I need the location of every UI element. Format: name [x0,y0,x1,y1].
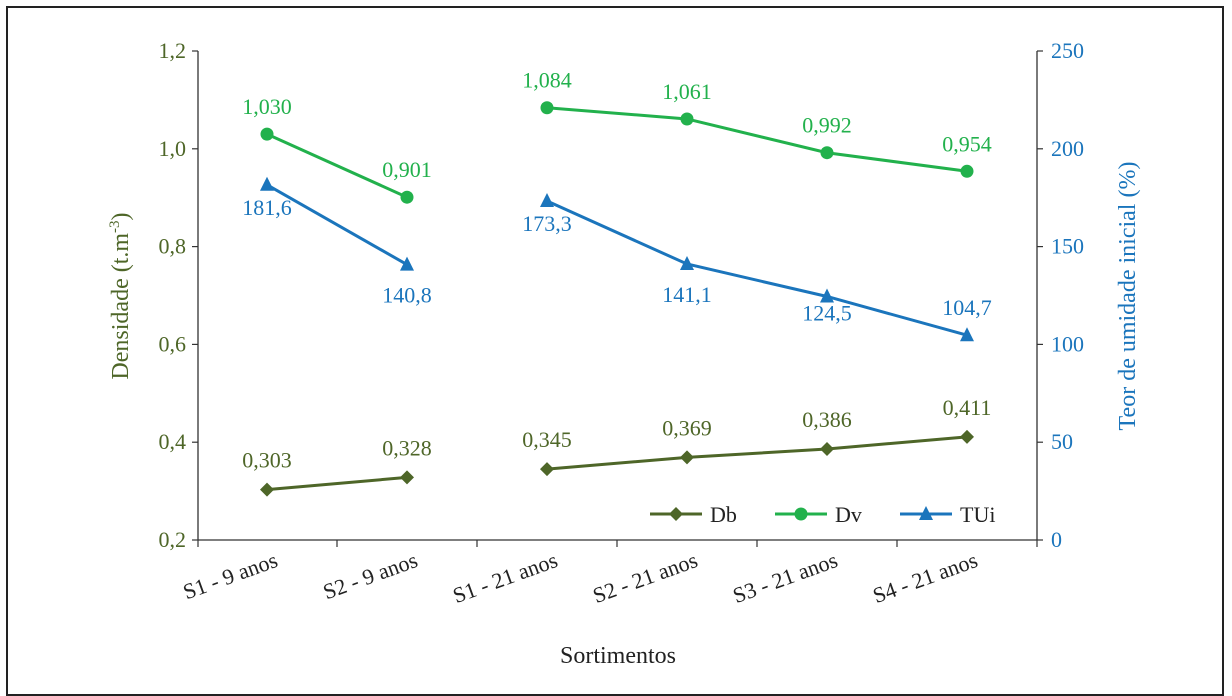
series-tui-point [680,256,694,271]
x-tick-label: S1 - 21 anos [449,547,560,608]
right-tick-label: 100 [1051,331,1084,356]
left-axis-title: Densidade (t.m-3) [107,212,134,379]
series-dv-data-label: 0,901 [382,157,432,182]
series-db-data-label: 0,328 [382,435,432,460]
series-dv-data-label: 0,954 [942,131,992,156]
series-dv-data-label: 1,084 [522,68,572,93]
series-tui-point [820,288,834,303]
series-dv-point [260,127,274,141]
left-tick-label: 0,6 [159,331,187,356]
series-group [260,101,974,497]
legend-db-label: Db [710,502,737,527]
legend-tui-label: TUi [960,502,995,527]
series-tui-data-label: 140,8 [382,283,432,308]
series-tui-point [400,256,414,271]
series-db-point [680,450,694,465]
series-dv-line [546,106,968,173]
series-tui-line [266,183,408,266]
series-tui-point [540,193,554,208]
series-db-point [260,482,274,497]
series-db-line [266,475,408,492]
x-tick-label: S2 - 9 anos [320,547,421,604]
legend-tui-marker [919,506,933,520]
legend-dv-marker [794,507,808,521]
series-tui-line [546,199,968,337]
series-dv-data-label: 1,030 [242,94,292,119]
right-axis-title: Teor de umidade inicial (%) [1115,162,1141,431]
series-db-data-label: 0,411 [943,395,992,420]
series-db-point [960,429,974,444]
legend-dv-label: Dv [835,502,862,527]
series-db-data-label: 0,369 [662,415,712,440]
series-db-data-label: 0,345 [522,427,572,452]
right-tick-label: 150 [1051,234,1084,259]
series-dv-point [680,112,694,126]
left-tick-label: 1,0 [159,136,187,161]
series-tui-data-label: 181,6 [242,195,292,220]
right-tick-label: 0 [1051,527,1062,552]
series-tui-point [260,176,274,191]
series-db-line [546,435,968,471]
series-tui-data-label: 124,5 [802,300,852,325]
right-tick-label: 200 [1051,136,1084,161]
x-tick-label: S1 - 9 anos [180,547,281,604]
series-tui-data-label: 104,7 [942,295,992,320]
x-axis-title: Sortimentos [560,643,676,669]
series-dv-data-label: 0,992 [802,113,852,138]
series-db-point [820,442,834,457]
series-db-data-label: 0,303 [242,448,292,473]
x-tick-label: S3 - 21 anos [729,547,840,608]
series-tui-point [960,327,974,342]
left-tick-label: 0,2 [159,527,187,552]
legend-db-marker [669,507,683,521]
left-tick-label: 1,2 [159,38,187,63]
x-tick-label: S2 - 21 anos [589,547,700,608]
right-tick-label: 50 [1051,429,1073,454]
series-dv-point [820,146,834,160]
series-dv-point [540,101,554,115]
right-tick-label: 250 [1051,38,1084,63]
series-tui-data-label: 173,3 [522,211,572,236]
series-dv-data-label: 1,061 [662,79,712,104]
left-tick-label: 0,4 [159,429,187,454]
left-tick-label: 0,8 [159,234,187,259]
series-db-data-label: 0,386 [802,407,852,432]
series-dv-point [960,164,974,178]
legend: Db Dv TUi [650,502,995,527]
series-db-point [540,462,554,477]
series-tui-data-label: 141,1 [662,282,712,307]
series-dv-line [266,132,408,199]
x-tick-label: S4 - 21 anos [869,547,980,608]
data-labels-group: 0,303 0,328 0,345 0,369 0,386 0,411 1,030 0,901… [242,68,992,473]
series-db-point [400,470,414,485]
series-dv-point [400,190,414,204]
